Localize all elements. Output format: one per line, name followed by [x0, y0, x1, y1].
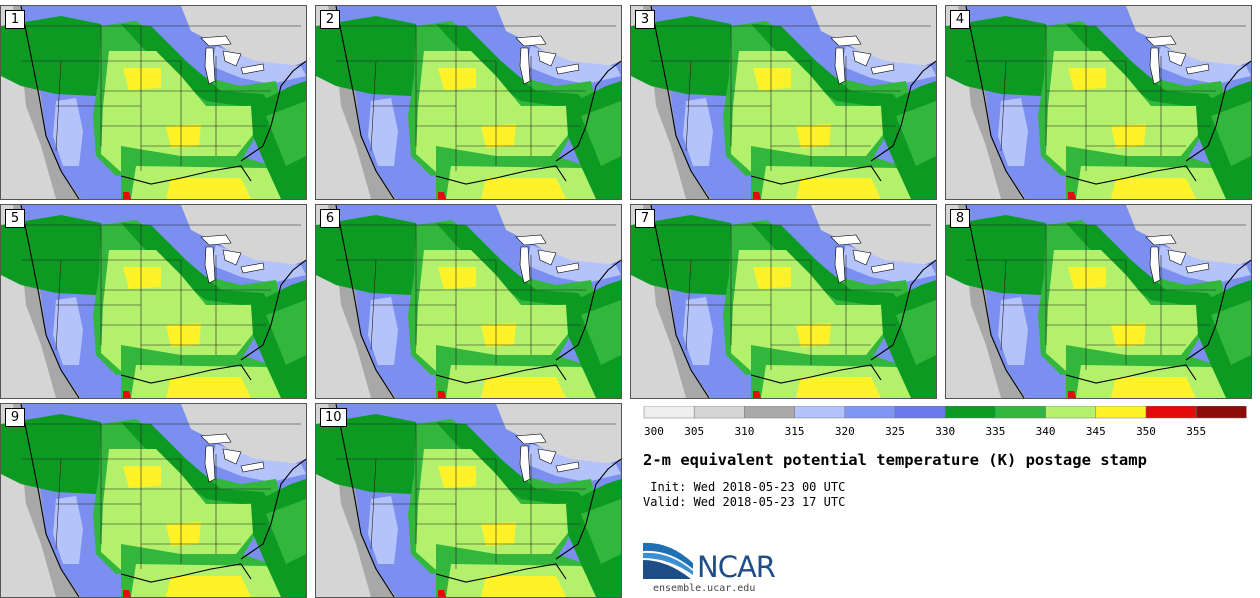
colorbar-tick-label: 345	[1086, 425, 1106, 438]
colorbar-swatch	[1045, 406, 1097, 419]
map-graphic	[631, 6, 936, 199]
map-graphic	[631, 205, 936, 398]
map-graphic	[1, 6, 306, 199]
map-graphic	[316, 404, 621, 597]
colorbar-tick-label: 320	[835, 425, 855, 438]
colorbar-tick-label: 305	[684, 425, 704, 438]
map-panel-4: 4	[945, 5, 1252, 200]
colorbar-swatch	[1095, 406, 1147, 419]
map-panel-9: 9	[0, 403, 307, 598]
colorbar: 300 305 310 315 320 325 330 335 340 345 350 355	[643, 406, 1247, 438]
colorbar-tick-label: 315	[785, 425, 805, 438]
colorbar-swatch	[995, 406, 1046, 419]
map-graphic	[1, 404, 306, 597]
ncar-logo-icon	[643, 542, 693, 579]
panel-number: 10	[320, 408, 347, 427]
time-info: Init: Wed 2018-05-23 00 UTC Valid: Wed 20…	[643, 480, 845, 510]
colorbar-tick-label: 330	[935, 425, 955, 438]
colorbar-swatch	[693, 406, 745, 419]
colorbar-swatch	[944, 406, 996, 419]
map-graphic	[946, 205, 1251, 398]
panel-number: 6	[320, 209, 340, 228]
map-panel-10: 10	[315, 403, 622, 598]
colorbar-tick-label: 340	[1036, 425, 1056, 438]
panel-number: 5	[5, 209, 25, 228]
logo-url: ensemble.ucar.edu	[653, 583, 756, 594]
map-panel-6: 6	[315, 204, 622, 399]
colorbar-tick-label: 335	[985, 425, 1005, 438]
map-graphic	[316, 205, 621, 398]
map-panel-3: 3	[630, 5, 937, 200]
valid-time: Valid: Wed 2018-05-23 17 UTC	[643, 495, 846, 509]
map-graphic	[946, 6, 1251, 199]
colorbar-swatch	[744, 406, 795, 419]
map-panel-8: 8	[945, 204, 1252, 399]
panel-number: 7	[635, 209, 655, 228]
panel-number: 8	[950, 209, 970, 228]
map-panel-7: 7	[630, 204, 937, 399]
init-time: Init: Wed 2018-05-23 00 UTC	[643, 480, 846, 494]
logo-text: NCAR	[697, 550, 776, 584]
map-graphic	[1, 205, 306, 398]
colorbar-tick-label: 350	[1136, 425, 1156, 438]
colorbar-swatch	[643, 406, 695, 419]
colorbar-swatch	[844, 406, 896, 419]
panel-number: 9	[5, 408, 25, 427]
panel-number: 2	[320, 10, 340, 29]
colorbar-tick-label: 310	[734, 425, 754, 438]
colorbar-tick-label: 325	[885, 425, 905, 438]
colorbar-swatch	[794, 406, 846, 419]
panel-number: 3	[635, 10, 655, 29]
colorbar-swatch	[894, 406, 946, 419]
map-panel-1: 1	[0, 5, 307, 200]
colorbar-tick-label: 355	[1186, 425, 1206, 438]
map-panel-2: 2	[315, 5, 622, 200]
page-title: 2-m equivalent potential temperature (K)…	[643, 451, 1147, 469]
panel-number: 4	[950, 10, 970, 29]
panel-number: 1	[5, 10, 25, 29]
colorbar-swatch	[1145, 406, 1197, 419]
map-panel-5: 5	[0, 204, 307, 399]
colorbar-tick-label: 300	[644, 425, 664, 438]
map-graphic	[316, 6, 621, 199]
colorbar-swatch	[1195, 406, 1247, 419]
